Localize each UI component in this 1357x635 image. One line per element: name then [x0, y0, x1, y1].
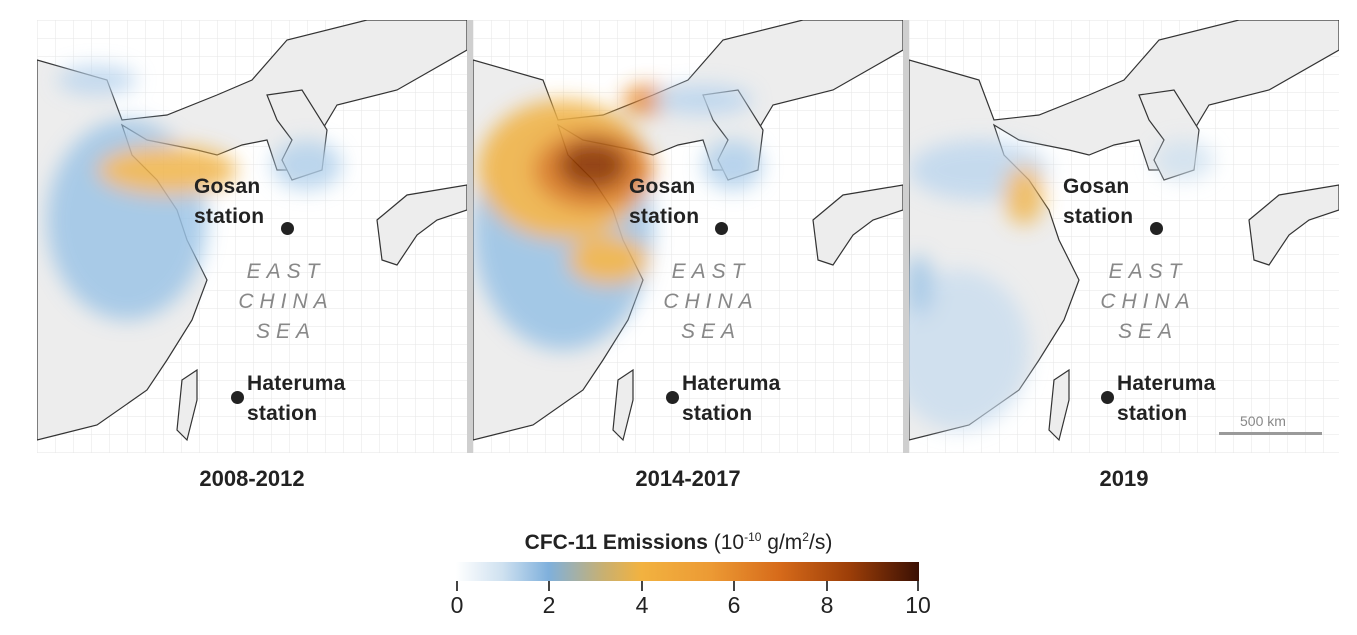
map-panel-2014-2017 [473, 20, 903, 453]
gosan-station-label: Gosan station [629, 172, 699, 232]
scale-bar-label: 500 km [1240, 413, 1286, 429]
map-graphic [473, 20, 903, 453]
period-label-2008-2012: 2008-2012 [199, 466, 305, 491]
map-graphic [909, 20, 1339, 453]
label-line: Gosan [194, 175, 261, 198]
legend-tick [641, 581, 643, 591]
east-china-sea-label: EAST CHINA SEA [636, 257, 786, 347]
label-line: station [247, 402, 318, 425]
period-label-2014-2017: 2014-2017 [635, 466, 741, 491]
label-line: station [194, 205, 265, 228]
gosan-station-marker [281, 222, 294, 235]
hateruma-station-label: Hateruma station [1117, 369, 1215, 429]
label-line: Hateruma [1117, 372, 1216, 395]
gosan-station-marker [715, 222, 728, 235]
label-line: Hateruma [682, 372, 781, 395]
legend-tick [548, 581, 550, 591]
map-panel-2019 [909, 20, 1339, 453]
panel-divider [467, 20, 473, 453]
period-label-2019: 2019 [1099, 466, 1149, 491]
gosan-station-label: Gosan station [1063, 172, 1133, 232]
label-line: SEA [255, 320, 317, 343]
legend-unit-prefix: (10 [713, 531, 745, 554]
hateruma-station-label: Hateruma station [247, 369, 345, 429]
legend-colorbar [456, 562, 919, 581]
map-graphic [37, 20, 467, 453]
east-china-sea-label: EAST CHINA SEA [211, 257, 361, 347]
panel-divider [903, 20, 909, 453]
map-panel-2008-2012 [37, 20, 467, 453]
label-line: EAST [1108, 260, 1188, 283]
label-line: CHINA [1100, 290, 1196, 313]
label-line: station [1063, 205, 1134, 228]
legend-tick [917, 581, 919, 591]
label-line: station [629, 205, 700, 228]
scale-bar [1219, 432, 1322, 435]
label-line: station [1117, 402, 1188, 425]
legend-tick [826, 581, 828, 591]
hateruma-station-label: Hateruma station [682, 369, 780, 429]
label-line: Gosan [629, 175, 696, 198]
legend-tick [733, 581, 735, 591]
label-line: Hateruma [247, 372, 346, 395]
legend-tick-label: 10 [905, 592, 931, 618]
label-line: station [682, 402, 753, 425]
label-line: EAST [671, 260, 751, 283]
label-line: SEA [680, 320, 742, 343]
legend-unit-exp: -10 [744, 530, 762, 544]
legend-tick-label: 6 [727, 592, 741, 618]
legend-tick-label: 2 [542, 592, 556, 618]
hateruma-station-marker [666, 391, 679, 404]
legend-tick [456, 581, 458, 591]
label-line: Gosan [1063, 175, 1130, 198]
gosan-station-label: Gosan station [194, 172, 264, 232]
legend-unit-mid: g/m [761, 531, 803, 554]
east-china-sea-label: EAST CHINA SEA [1073, 257, 1223, 347]
legend-unit-suffix: /s) [808, 531, 833, 554]
legend-title: CFC-11 Emissions (10-10 g/m2/s) [0, 530, 1357, 555]
label-line: SEA [1117, 320, 1179, 343]
label-line: EAST [246, 260, 326, 283]
hateruma-station-marker [1101, 391, 1114, 404]
legend-tick-label: 8 [820, 592, 834, 618]
label-line: CHINA [663, 290, 759, 313]
gosan-station-marker [1150, 222, 1163, 235]
label-line: CHINA [238, 290, 334, 313]
legend-title-bold: CFC-11 Emissions [524, 531, 708, 554]
hateruma-station-marker [231, 391, 244, 404]
legend-tick-label: 4 [635, 592, 649, 618]
legend-unit-exp2: 2 [802, 530, 809, 544]
legend-tick-label: 0 [450, 592, 464, 618]
